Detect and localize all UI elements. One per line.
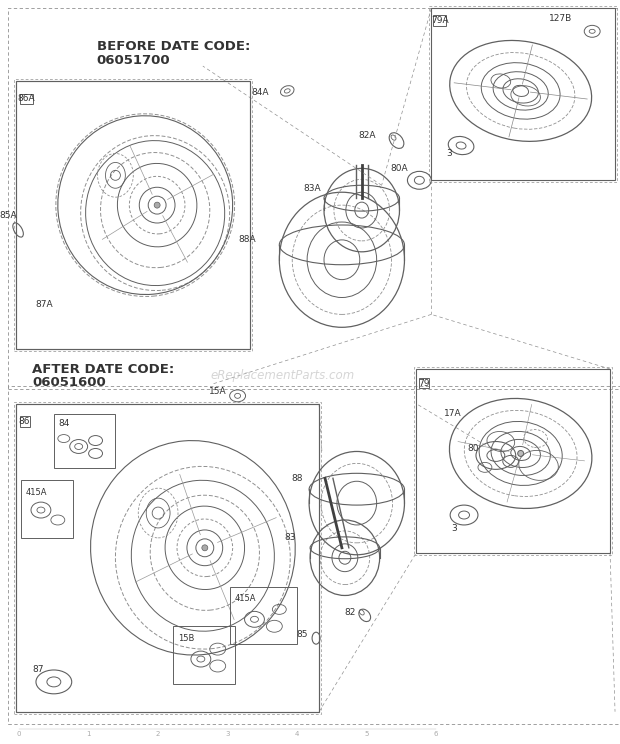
- Bar: [433, 15, 446, 26]
- Circle shape: [518, 450, 524, 456]
- Text: 85A: 85A: [0, 211, 17, 219]
- Text: 2: 2: [156, 731, 161, 737]
- Text: 15A: 15A: [209, 388, 226, 397]
- Text: 15B: 15B: [178, 634, 195, 643]
- Text: 87: 87: [32, 665, 43, 675]
- Text: 06051600: 06051600: [32, 376, 106, 389]
- Text: 84A: 84A: [252, 89, 269, 97]
- Bar: [8, 386, 620, 724]
- Text: 79A: 79A: [431, 16, 448, 25]
- Bar: [429, 7, 617, 182]
- Text: 5: 5: [365, 731, 369, 737]
- Bar: [229, 586, 297, 644]
- Text: 127B: 127B: [549, 14, 572, 23]
- Bar: [419, 378, 429, 388]
- Text: BEFORE DATE CODE:: BEFORE DATE CODE:: [97, 39, 250, 53]
- Text: 82: 82: [344, 608, 355, 617]
- Text: 83A: 83A: [303, 184, 321, 193]
- Text: 415A: 415A: [234, 594, 256, 603]
- Bar: [414, 367, 612, 555]
- Circle shape: [154, 202, 160, 208]
- Bar: [21, 481, 73, 538]
- Text: 82A: 82A: [358, 131, 376, 140]
- Text: 85: 85: [296, 629, 308, 638]
- Text: 80A: 80A: [391, 164, 409, 173]
- Bar: [14, 402, 321, 713]
- Text: AFTER DATE CODE:: AFTER DATE CODE:: [32, 362, 174, 376]
- Circle shape: [202, 545, 208, 551]
- Bar: [432, 8, 615, 180]
- Text: 88A: 88A: [239, 235, 256, 244]
- Text: eReplacementParts.com: eReplacementParts.com: [210, 370, 355, 382]
- Text: 79: 79: [418, 379, 430, 388]
- Text: 3: 3: [226, 731, 230, 737]
- Text: 88: 88: [291, 474, 303, 483]
- Text: 6: 6: [434, 731, 438, 737]
- Text: 3: 3: [451, 525, 457, 533]
- Text: 87A: 87A: [35, 300, 53, 309]
- Bar: [16, 404, 319, 712]
- Bar: [20, 94, 33, 104]
- Text: 3: 3: [446, 149, 452, 158]
- Text: 0: 0: [17, 731, 21, 737]
- Bar: [54, 414, 115, 468]
- Text: 4: 4: [295, 731, 299, 737]
- Text: 86: 86: [19, 417, 30, 426]
- Text: 415A: 415A: [26, 487, 48, 497]
- Bar: [173, 626, 234, 684]
- Bar: [20, 417, 30, 427]
- Text: 80: 80: [467, 444, 479, 453]
- Bar: [14, 79, 252, 351]
- Text: 1: 1: [86, 731, 91, 737]
- Text: 17A: 17A: [444, 409, 462, 418]
- Text: 86A: 86A: [17, 94, 35, 103]
- Bar: [417, 369, 610, 553]
- Text: 84: 84: [59, 419, 70, 428]
- Bar: [8, 8, 620, 389]
- Text: 06051700: 06051700: [97, 54, 170, 67]
- Text: 83: 83: [285, 533, 296, 542]
- Bar: [16, 81, 249, 349]
